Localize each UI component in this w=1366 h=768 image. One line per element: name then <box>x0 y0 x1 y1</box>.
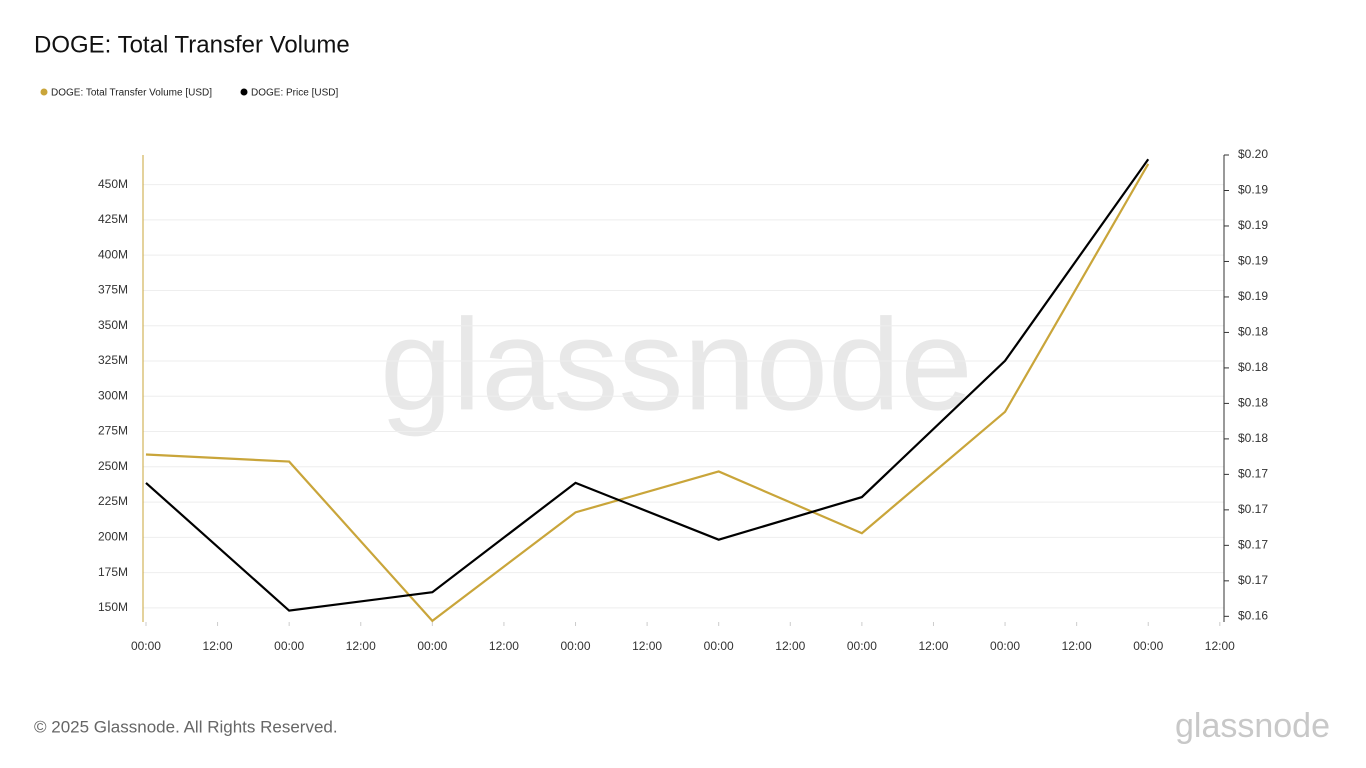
x-tick-label: 00:00 <box>990 639 1020 653</box>
x-tick-label: 00:00 <box>417 639 447 653</box>
watermark: glassnode <box>380 291 973 437</box>
y-tick-label: 200M <box>98 530 128 544</box>
x-tick-label: 00:00 <box>274 639 304 653</box>
footer: © 2025 Glassnode. All Rights Reserved. <box>34 717 338 736</box>
x-tick-label: 12:00 <box>346 639 376 653</box>
chart-title: DOGE: Total Transfer Volume <box>34 31 350 58</box>
y2-tick-label: $0.19 <box>1238 183 1268 197</box>
y2-tick-label: $0.18 <box>1238 360 1268 374</box>
x-tick-label: 00:00 <box>1133 639 1163 653</box>
y2-tick-label: $0.17 <box>1238 573 1268 587</box>
x-tick-label: 12:00 <box>775 639 805 653</box>
y2-tick-label: $0.16 <box>1238 608 1268 622</box>
y2-tick-label: $0.19 <box>1238 289 1268 303</box>
legend-label: DOGE: Total Transfer Volume [USD] <box>51 88 212 99</box>
x-tick-label: 00:00 <box>847 639 877 653</box>
y-tick-label: 175M <box>98 565 128 579</box>
y2-tick-label: $0.17 <box>1238 502 1268 516</box>
x-tick-label: 00:00 <box>561 639 591 653</box>
x-tick-label: 12:00 <box>918 639 948 653</box>
y-tick-label: 225M <box>98 494 128 508</box>
legend-marker <box>40 88 48 96</box>
y-tick-label: 300M <box>98 388 128 402</box>
y2-tick-label: $0.19 <box>1238 254 1268 268</box>
y-tick-label: 150M <box>98 600 128 614</box>
series-line <box>145 163 1150 623</box>
y2-tick-label: $0.20 <box>1238 147 1268 161</box>
y-tick-label: 275M <box>98 424 128 438</box>
y2-tick-label: $0.17 <box>1238 467 1268 481</box>
y-tick-label: 400M <box>98 247 128 261</box>
y-tick-label: 425M <box>98 212 128 226</box>
x-tick-label: 00:00 <box>131 639 161 653</box>
x-tick-label: 00:00 <box>704 639 734 653</box>
legend-label: DOGE: Price [USD] <box>251 88 338 99</box>
y2-tick-label: $0.18 <box>1238 431 1268 445</box>
x-tick-label: 12:00 <box>1205 639 1235 653</box>
y-tick-label: 350M <box>98 318 128 332</box>
legend-marker <box>240 88 248 96</box>
y2-tick-label: $0.19 <box>1238 218 1268 232</box>
series-line <box>145 158 1150 612</box>
y2-tick-label: $0.18 <box>1238 325 1268 339</box>
y-tick-label: 325M <box>98 353 128 367</box>
y2-tick-label: $0.18 <box>1238 396 1268 410</box>
x-tick-label: 12:00 <box>203 639 233 653</box>
y2-tick-label: $0.17 <box>1238 538 1268 552</box>
brand: glassnode <box>1175 707 1330 745</box>
y-tick-label: 250M <box>98 459 128 473</box>
x-tick-label: 12:00 <box>1062 639 1092 653</box>
x-tick-label: 12:00 <box>489 639 519 653</box>
x-tick-label: 12:00 <box>632 639 662 653</box>
y-tick-label: 375M <box>98 283 128 297</box>
y-tick-label: 450M <box>98 177 128 191</box>
